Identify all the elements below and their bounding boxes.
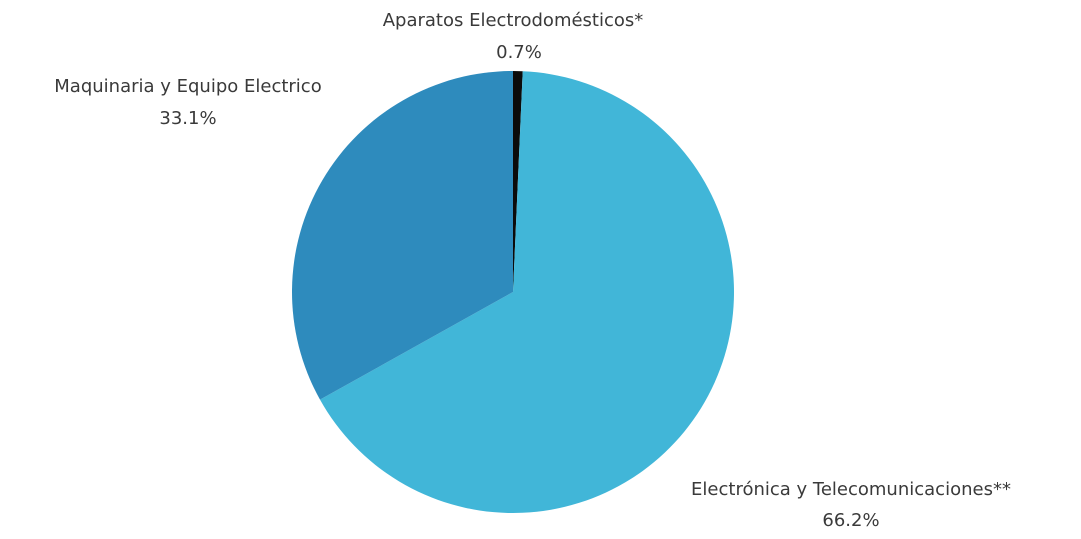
pie-slice-electronica (320, 71, 735, 514)
pie-slice-maquinaria (292, 70, 513, 400)
slice-label-maquinaria: Maquinaria y Equipo Electrico (54, 76, 321, 97)
slice-value-electronica: 66.2% (822, 510, 879, 531)
slice-label-aparatos: Aparatos Electrodomésticos* (383, 10, 644, 31)
slice-value-maquinaria: 33.1% (159, 108, 216, 129)
slices-group (292, 70, 735, 514)
slice-label-electronica: Electrónica y Telecomunicaciones** (691, 479, 1011, 500)
slice-value-aparatos: 0.7% (496, 42, 542, 63)
pie-slice-aparatos (513, 71, 523, 292)
labels-group: Aparatos Electrodomésticos* 0.7% Electró… (54, 10, 1011, 531)
